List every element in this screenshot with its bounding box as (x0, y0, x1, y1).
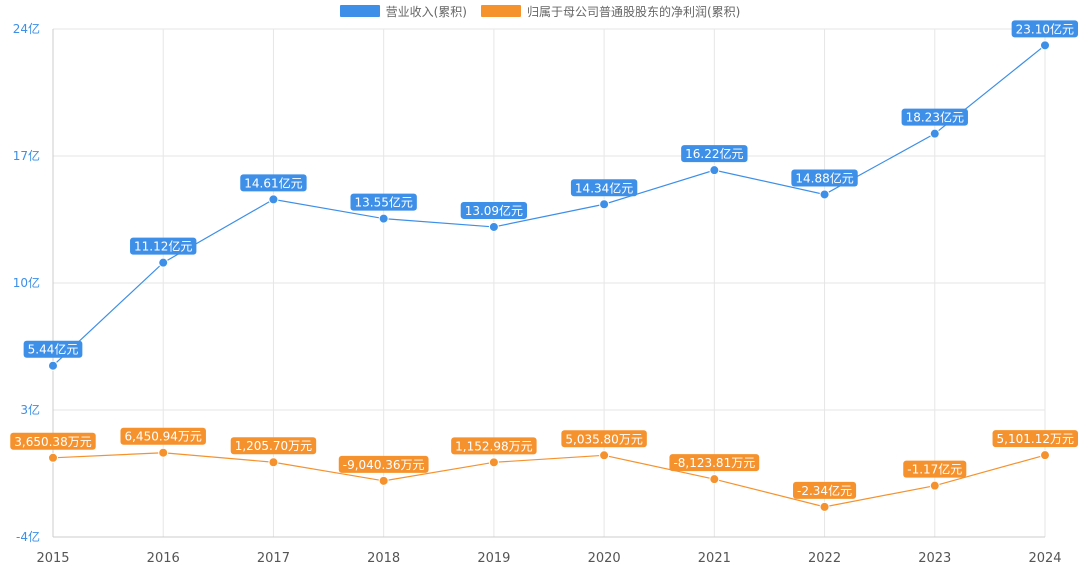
data-point-net-profit (378, 475, 389, 486)
data-label-box-revenue (791, 169, 858, 187)
data-label-net-profit: -1.17亿元 (907, 462, 962, 477)
data-label-revenue: 5.44亿元 (28, 342, 79, 357)
data-label-net-profit: -9,040.36万元 (343, 458, 425, 472)
data-label-box-net-profit (451, 437, 537, 455)
y-tick-label: 17亿 (13, 148, 40, 163)
data-label-revenue: 14.61亿元 (244, 175, 302, 190)
data-label-box-net-profit (120, 427, 206, 445)
data-label-net-profit: 3,650.38万元 (14, 435, 91, 449)
y-tick-label: 3亿 (20, 402, 40, 417)
data-point-revenue (929, 128, 940, 139)
data-label-box-net-profit (10, 432, 96, 450)
data-label-revenue: 14.34亿元 (575, 180, 633, 195)
data-label-box-revenue (1011, 20, 1078, 38)
x-tick-label: 2023 (918, 551, 951, 566)
x-tick-label: 2019 (477, 551, 510, 566)
legend-label-net-profit: 归属于母公司普通股股东的净利润(累积) (527, 4, 741, 19)
data-point-net-profit (929, 480, 940, 491)
data-label-box-revenue (901, 108, 968, 126)
data-label-box-revenue (240, 174, 307, 192)
data-label-box-revenue (23, 340, 83, 358)
data-point-net-profit (599, 450, 610, 461)
data-label-net-profit: 1,152.98万元 (455, 439, 532, 453)
data-label-box-revenue (570, 179, 638, 197)
data-label-revenue: 16.22亿元 (685, 146, 743, 161)
series-line-net-profit (52, 452, 1046, 508)
chart-legend: 营业收入(累积) 归属于母公司普通股股东的净利润(累积) (0, 1, 1080, 21)
data-label-revenue: 18.23亿元 (906, 110, 964, 125)
data-label-box-net-profit (793, 481, 857, 499)
data-label-box-revenue (460, 201, 528, 219)
y-tick-label: 24亿 (13, 21, 40, 36)
data-label-net-profit: -8,123.81万元 (673, 456, 755, 470)
x-tick-label: 2015 (36, 551, 69, 566)
x-tick-label: 2017 (257, 551, 290, 566)
data-label-box-net-profit (669, 454, 760, 472)
data-label-revenue: 13.55亿元 (354, 195, 412, 210)
data-point-revenue (378, 213, 389, 224)
data-point-revenue (599, 199, 610, 210)
data-point-net-profit (48, 452, 58, 463)
data-label-revenue: 14.88亿元 (795, 170, 853, 185)
data-label-net-profit: -2.34亿元 (797, 483, 852, 498)
data-point-revenue (158, 257, 169, 268)
data-label-box-revenue (681, 145, 748, 163)
data-point-net-profit (158, 447, 169, 458)
legend-item-net-profit[interactable]: 归属于母公司普通股股东的净利润(累积) (481, 3, 740, 20)
y-tick-label: -4亿 (16, 529, 40, 544)
data-point-net-profit (819, 501, 830, 512)
data-point-net-profit (488, 457, 499, 468)
series-line-revenue (52, 44, 1046, 367)
x-tick-label: 2021 (698, 551, 731, 566)
legend-swatch-revenue (339, 5, 380, 17)
data-point-revenue (709, 165, 720, 176)
data-point-revenue (48, 360, 58, 371)
data-point-revenue (1040, 40, 1050, 51)
data-label-net-profit: 6,450.94万元 (124, 430, 201, 444)
data-label-box-net-profit (561, 430, 647, 448)
x-tick-label: 2024 (1028, 551, 1061, 566)
data-point-net-profit (268, 457, 279, 468)
legend-item-revenue[interactable]: 营业收入(累积) (339, 3, 467, 20)
data-label-box-net-profit (903, 460, 967, 478)
legend-swatch-net-profit (481, 5, 521, 17)
data-label-revenue: 13.09亿元 (465, 203, 523, 218)
data-label-box-net-profit (992, 430, 1078, 448)
x-tick-label: 2020 (588, 551, 621, 566)
data-label-net-profit: 5,101.12万元 (997, 432, 1074, 446)
data-point-revenue (268, 194, 279, 205)
data-label-box-net-profit (230, 437, 317, 455)
data-label-net-profit: 5,035.80万元 (565, 432, 642, 446)
x-tick-label: 2018 (367, 551, 400, 566)
data-point-revenue (488, 221, 499, 232)
data-label-box-revenue (130, 237, 197, 255)
data-label-net-profit: 1,205.70万元 (235, 439, 312, 453)
legend-label-revenue: 营业收入(累积) (385, 4, 467, 19)
x-tick-label: 2016 (147, 551, 180, 566)
data-label-revenue: 11.12亿元 (134, 239, 192, 254)
data-point-net-profit (709, 474, 720, 485)
data-label-box-net-profit (338, 455, 429, 473)
data-label-revenue: 23.10亿元 (1016, 21, 1074, 36)
x-tick-label: 2022 (808, 551, 841, 566)
y-tick-label: 10亿 (13, 275, 40, 290)
data-label-box-revenue (350, 193, 417, 211)
data-point-net-profit (1040, 450, 1050, 461)
data-point-revenue (819, 189, 830, 200)
